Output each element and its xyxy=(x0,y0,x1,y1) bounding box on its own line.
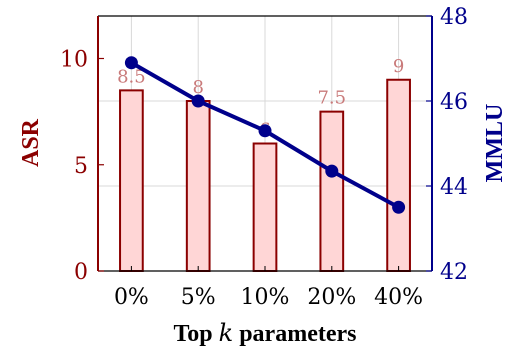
x-tick-label: 20% xyxy=(307,285,356,310)
mmlu-point xyxy=(191,94,205,108)
mmlu-point xyxy=(325,164,339,178)
bar-value-label: 8 xyxy=(192,77,203,98)
x-axis-title-prefix: Top xyxy=(174,321,213,347)
x-tick-label: 10% xyxy=(241,285,290,310)
x-axis-title-var: k xyxy=(219,319,234,347)
mmlu-point xyxy=(392,200,406,214)
y-right-tick-label: 46 xyxy=(440,90,468,115)
y-left-tick-label: 10 xyxy=(60,48,88,73)
mmlu-point xyxy=(124,56,138,70)
bar-value-label: 9 xyxy=(393,56,404,77)
ticks: 0 5 10 42 44 46 48 0% 5% 10% 20% 40% xyxy=(60,5,468,310)
y-left-tick-label: 5 xyxy=(74,154,88,179)
y-right-tick-label: 42 xyxy=(440,260,468,285)
bar-asr xyxy=(119,89,144,272)
mmlu-line xyxy=(124,56,406,214)
y-axis-right-title: MMLU xyxy=(482,104,508,183)
y-axis-left-title: ASR xyxy=(18,118,44,167)
x-axis-title-suffix: parameters xyxy=(239,321,356,347)
bar-asr xyxy=(252,142,278,272)
bar-asr xyxy=(386,78,411,272)
bar-asr xyxy=(185,100,211,272)
y-right-tick-label: 44 xyxy=(440,175,468,200)
bar-asr xyxy=(319,110,345,272)
y-right-tick-label: 48 xyxy=(440,5,468,30)
x-tick-label: 40% xyxy=(374,285,423,310)
bar-value-label: 8.5 xyxy=(117,66,146,87)
bars xyxy=(119,78,411,272)
bar-value-label: 7.5 xyxy=(317,88,346,109)
x-tick-label: 5% xyxy=(181,285,216,310)
x-tick-label: 0% xyxy=(114,285,149,310)
x-axis-title: Top k parameters xyxy=(174,319,357,347)
y-left-tick-label: 0 xyxy=(74,260,88,285)
mmlu-point xyxy=(258,124,272,138)
